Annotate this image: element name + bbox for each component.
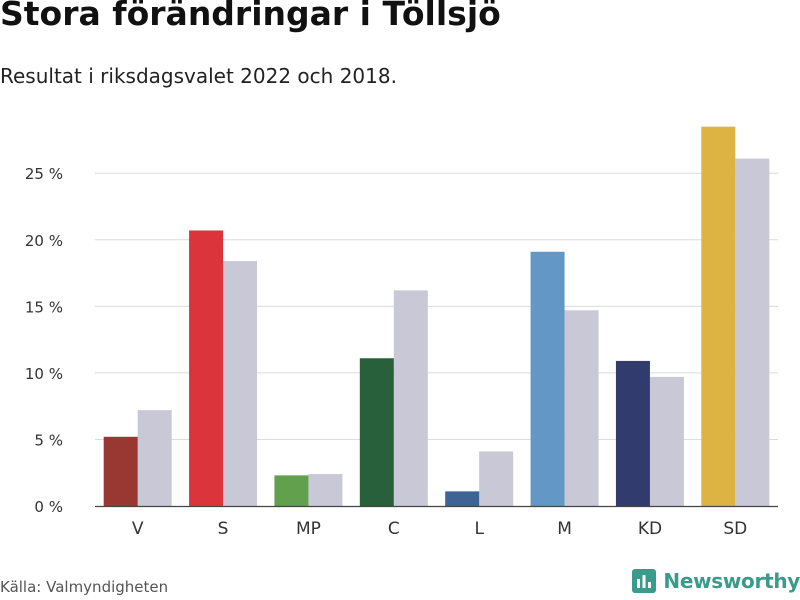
y-tick-label: 15 % [25,298,63,316]
x-tick-label: S [218,519,229,539]
bar-2018-mp [308,474,343,506]
bar-2022-kd [615,360,650,506]
x-tick-label: MP [296,519,321,539]
bar-2022-l [445,491,480,506]
bars [103,126,770,506]
bar-2022-sd [701,126,736,506]
bar-2018-sd [735,158,770,506]
bar-2022-mp [274,475,309,506]
y-axis-ticks: 0 % 5 % 10 % 15 % 20 % 25 % [25,165,63,516]
bar-2022-v [103,436,138,506]
x-tick-label: KD [638,519,662,539]
bar-2022-s [189,230,224,506]
bar-2018-v [137,410,172,506]
y-tick-label: 0 % [34,498,63,516]
y-tick-label: 20 % [25,232,63,250]
brand-name: Newsworthy [663,569,800,593]
x-axis-ticks: V S MP C L M KD SD [132,519,747,539]
bar-2018-kd [649,376,684,506]
bar-2018-l [479,451,514,506]
x-tick-label: L [474,519,484,539]
x-tick-label: M [557,519,572,539]
bar-chart: 0 % 5 % 10 % 15 % 20 % 25 % V S MP C L M KD SD [25,126,778,539]
bar-2018-c [393,290,428,506]
y-tick-label: 10 % [25,365,63,383]
brand-logo[interactable]: Newsworthy [631,568,800,594]
chart-subtitle: Resultat i riksdagsvalet 2022 och 2018. [0,64,397,88]
y-tick-label: 5 % [34,431,63,449]
bar-2022-m [530,251,565,506]
x-tick-label: V [132,519,144,539]
x-tick-label: SD [723,519,747,539]
chart-title: Stora förändringar i Töllsjö [0,0,501,33]
bar-2018-m [564,310,599,506]
bar-2022-c [359,358,394,506]
y-tick-label: 25 % [25,165,63,183]
bar-2018-s [223,261,258,506]
source-note: Källa: Valmyndigheten [0,578,169,596]
x-tick-label: C [388,519,400,539]
newsworthy-logo-icon [632,569,657,593]
